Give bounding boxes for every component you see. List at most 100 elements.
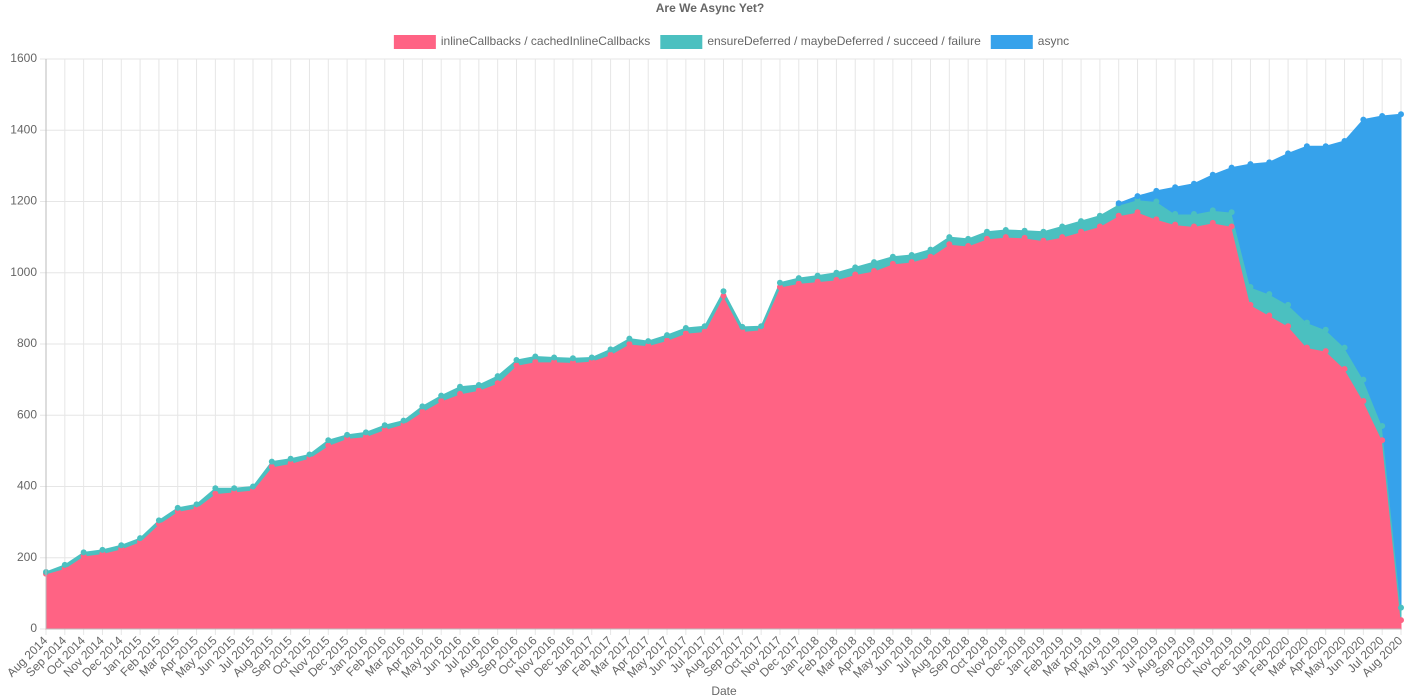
point [720, 292, 727, 299]
point [1341, 344, 1348, 351]
point [1190, 210, 1197, 217]
point [795, 275, 802, 282]
point [1115, 212, 1122, 219]
point [889, 260, 896, 267]
y-tick-label: 1000 [10, 265, 37, 279]
point [852, 264, 859, 271]
point [419, 408, 426, 415]
point [287, 455, 294, 462]
point [325, 437, 332, 444]
point [457, 383, 464, 390]
point [494, 380, 501, 387]
point [1266, 159, 1273, 166]
point [344, 431, 351, 438]
point [1247, 284, 1254, 290]
point [1266, 291, 1273, 298]
point [287, 460, 294, 467]
point [325, 442, 332, 449]
point [1153, 216, 1160, 223]
point [212, 490, 219, 497]
point [155, 517, 162, 524]
point [776, 284, 783, 290]
point [739, 323, 746, 330]
point [871, 259, 878, 266]
point [1021, 234, 1028, 241]
legend-label: inlineCallbacks / cachedInlineCallbacks [441, 34, 650, 48]
point [1209, 219, 1216, 226]
point [1341, 365, 1348, 372]
point [946, 241, 953, 248]
point [908, 251, 915, 258]
point [1228, 209, 1235, 216]
point [532, 358, 539, 365]
point [814, 272, 821, 279]
point [362, 429, 369, 436]
point [1172, 210, 1179, 217]
point [682, 324, 689, 331]
point [1209, 207, 1216, 214]
point [1059, 223, 1066, 230]
point [306, 451, 313, 458]
point [1247, 161, 1254, 168]
legend-label: ensureDeferred / maybeDeferred / succeed… [707, 34, 981, 48]
y-tick-label: 600 [17, 407, 37, 421]
point [720, 288, 727, 295]
chart-title: Are We Async Yet? [656, 1, 765, 15]
point [193, 501, 200, 508]
legend-swatch [393, 35, 436, 49]
point [1153, 187, 1160, 194]
point [250, 483, 257, 490]
point [1398, 111, 1404, 118]
legend-label: async [1038, 34, 1069, 48]
point [137, 535, 144, 542]
point [381, 426, 388, 433]
point [871, 267, 878, 274]
point [983, 228, 990, 235]
point [1172, 221, 1179, 228]
point [1398, 617, 1404, 624]
point [626, 341, 633, 347]
point [1040, 237, 1047, 244]
point [758, 323, 765, 330]
point [1228, 164, 1235, 171]
point [607, 346, 614, 353]
point [1341, 137, 1348, 144]
point [1379, 113, 1386, 119]
point [268, 463, 275, 470]
point [1134, 209, 1141, 216]
point [701, 323, 708, 330]
point [1153, 198, 1160, 205]
point [61, 561, 68, 568]
point [664, 332, 671, 339]
y-tick-label: 1400 [10, 122, 37, 136]
point [438, 398, 445, 404]
point [1078, 218, 1085, 225]
point [664, 337, 671, 344]
y-tick-label: 400 [17, 479, 37, 493]
point [588, 354, 595, 361]
point [1134, 193, 1141, 200]
point [457, 390, 464, 397]
point [682, 330, 689, 337]
point [795, 280, 802, 287]
legend-swatch [990, 35, 1033, 49]
point [1360, 376, 1367, 383]
point [1002, 227, 1009, 233]
y-tick-label: 0 [30, 621, 37, 635]
point [475, 381, 482, 388]
point [438, 392, 445, 399]
point [1303, 344, 1310, 351]
point [852, 271, 859, 278]
legend: inlineCallbacks / cachedInlineCallbacks e… [393, 34, 1069, 49]
x-axis-title: Date [711, 684, 737, 695]
y-tick-label: 200 [17, 550, 37, 564]
point [1398, 604, 1404, 611]
point [174, 504, 181, 511]
point [645, 338, 652, 345]
point [739, 328, 746, 335]
point [231, 485, 238, 492]
point [212, 485, 219, 492]
point [1172, 184, 1179, 191]
